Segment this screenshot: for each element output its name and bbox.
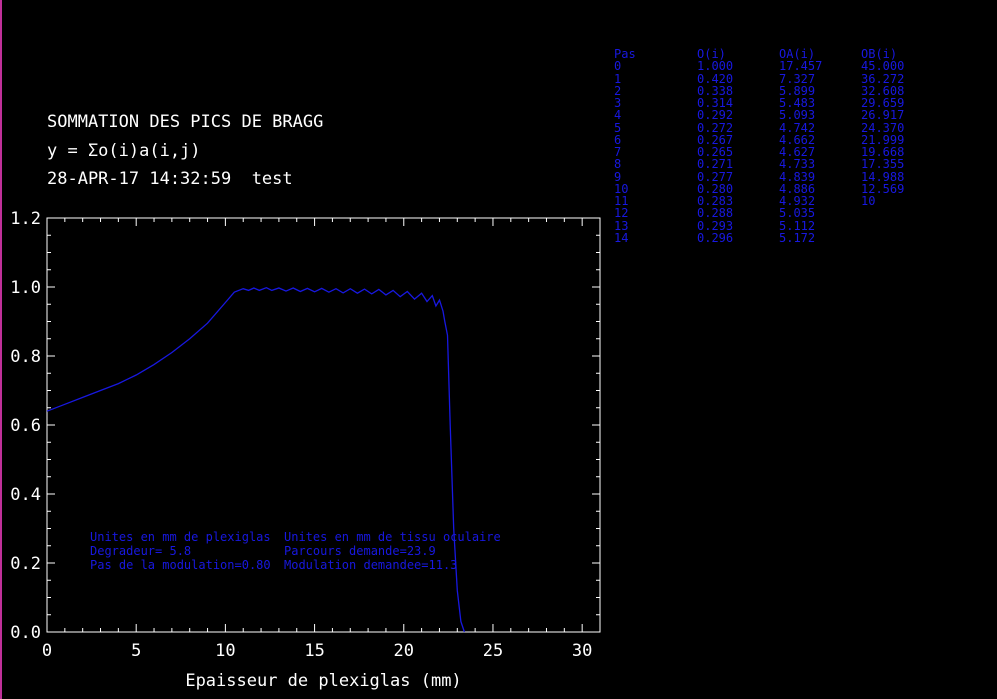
table-cell: 7 <box>614 145 622 159</box>
table-cell: 0.272 <box>697 120 734 135</box>
table-cell: 26.917 <box>861 108 905 123</box>
table-cell: 0.420 <box>697 71 734 86</box>
dose-curve <box>46 286 466 633</box>
table-cell: 4.839 <box>779 169 816 184</box>
x-tick-label: 10 <box>215 641 235 661</box>
y-tick-label: 0.2 <box>10 554 41 574</box>
window-edge <box>0 0 2 699</box>
table-cell: 17.355 <box>861 157 905 172</box>
table-header-cell: Pas <box>614 47 636 61</box>
table-cell: 10 <box>861 194 876 208</box>
table-cell: 3 <box>614 96 622 110</box>
table-cell: 32.608 <box>861 83 905 98</box>
x-axis-label: Epaisseur de plexiglas (mm) <box>185 671 461 691</box>
note-line: Modulation demandee=11.3 <box>284 558 458 572</box>
plot-title: SOMMATION DES PICS DE BRAGG <box>47 112 324 132</box>
x-tick-label: 20 <box>394 641 414 661</box>
y-tick-label: 1.2 <box>10 209 41 229</box>
table-cell: 0.296 <box>697 230 734 245</box>
y-tick-label: 1.0 <box>10 278 41 298</box>
table-cell: 5.112 <box>779 218 816 233</box>
note-line: Pas de la modulation=0.80 <box>90 558 271 572</box>
table-cell: 5.093 <box>779 108 816 123</box>
table-cell: 4.742 <box>779 120 816 135</box>
table-cell: 10 <box>614 181 629 196</box>
table-cell: 0.288 <box>697 206 734 221</box>
x-tick-label: 25 <box>483 641 503 661</box>
x-tick-label: 15 <box>304 641 324 661</box>
table-header-cell: OB(i) <box>861 47 898 61</box>
table-cell: 14 <box>614 230 629 245</box>
table-cell: 36.272 <box>861 71 905 86</box>
x-tick-label: 5 <box>131 641 141 661</box>
table-cell: 5 <box>614 120 622 135</box>
table-cell: 21.999 <box>861 132 905 147</box>
table-cell: 4.733 <box>779 157 816 172</box>
table-cell: 12 <box>614 206 629 221</box>
table-cell: 0.280 <box>697 181 734 196</box>
table-cell: 17.457 <box>779 59 823 74</box>
y-tick-label: 0.8 <box>10 347 41 367</box>
table-cell: 29.659 <box>861 96 905 110</box>
table-cell: 4 <box>614 108 622 123</box>
table-cell: 1 <box>614 71 622 86</box>
table-cell: 7.327 <box>779 71 816 86</box>
table-cell: 4.932 <box>779 194 816 208</box>
table-cell: 0.314 <box>697 96 734 110</box>
table-cell: 0.265 <box>697 145 734 159</box>
table-cell: 0.277 <box>697 169 734 184</box>
table-cell: 5.172 <box>779 230 816 245</box>
table-cell: 0 <box>614 59 622 74</box>
table-cell: 0.267 <box>697 132 734 147</box>
table-cell: 0.293 <box>697 218 734 233</box>
y-tick-label: 0.4 <box>10 485 41 505</box>
plot-formula: y = Σo(i)a(i,j) <box>47 141 201 161</box>
table-cell: 4.627 <box>779 145 816 159</box>
table-cell: 12.569 <box>861 181 905 196</box>
table-header-cell: OA(i) <box>779 47 816 61</box>
note-line: Parcours demande=23.9 <box>284 544 436 558</box>
x-tick-label: 30 <box>572 641 592 661</box>
table-cell: 0.283 <box>697 194 734 208</box>
table-cell: 45.000 <box>861 59 905 74</box>
table-cell: 5.899 <box>779 83 816 98</box>
plot-timestamp: 28-APR-17 14:32:59 test <box>47 169 293 189</box>
table-cell: 11 <box>614 194 629 208</box>
table-cell: 0.271 <box>697 157 734 172</box>
table-cell: 19.668 <box>861 145 905 159</box>
table-cell: 8 <box>614 157 622 172</box>
table-cell: 14.988 <box>861 169 905 184</box>
y-tick-label: 0.0 <box>10 623 41 643</box>
table-cell: 6 <box>614 132 622 147</box>
table-cell: 13 <box>614 218 629 233</box>
table-cell: 4.886 <box>779 181 816 196</box>
table-cell: 5.483 <box>779 96 816 110</box>
table-cell: 1.000 <box>697 59 734 74</box>
table-header-cell: O(i) <box>697 47 726 61</box>
table-cell: 0.338 <box>697 83 734 98</box>
table-cell: 5.035 <box>779 206 816 221</box>
table-cell: 4.662 <box>779 132 816 147</box>
y-tick-label: 0.6 <box>10 416 41 436</box>
note-line: Unites en mm de plexiglas <box>90 530 271 544</box>
table-cell: 0.292 <box>697 108 734 123</box>
note-line: Unites en mm de tissu oculaire <box>284 530 501 544</box>
table-cell: 24.370 <box>861 120 905 135</box>
table-cell: 9 <box>614 169 622 184</box>
table-cell: 2 <box>614 83 622 98</box>
note-line: Degradeur= 5.8 <box>90 544 192 558</box>
x-tick-label: 0 <box>42 641 52 661</box>
